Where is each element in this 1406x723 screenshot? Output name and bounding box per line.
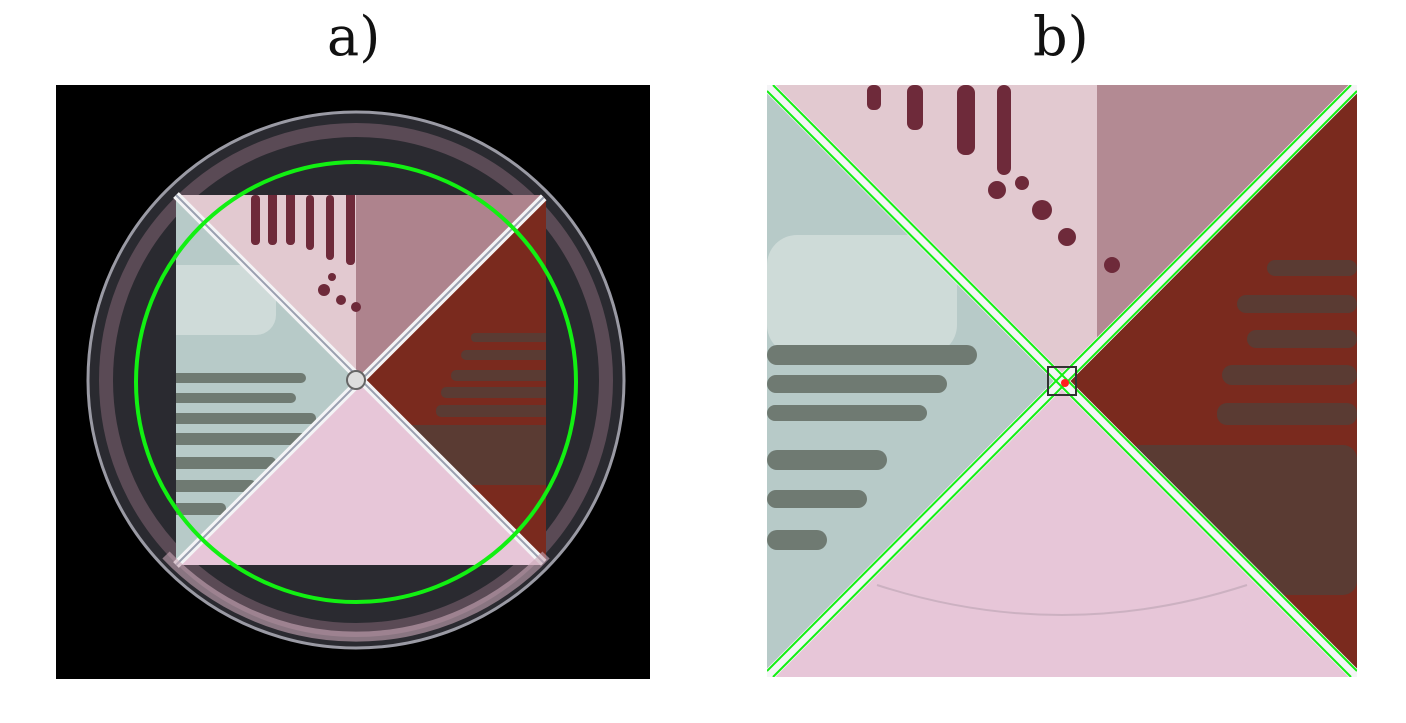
panel-a-petri-dish <box>56 85 650 679</box>
detected-line-2a <box>767 85 1352 672</box>
detected-center-point <box>1061 379 1069 387</box>
fitted-circle-overlay <box>134 160 578 604</box>
petri-dish-image <box>56 85 650 679</box>
dish-center-hub <box>346 370 366 390</box>
panel-b-zoomed-center <box>767 85 1357 677</box>
detected-line-1a <box>767 90 1352 677</box>
dish-inner-rim <box>99 123 613 637</box>
zoomed-dish-image <box>767 85 1357 677</box>
panel-b-label: b) <box>1033 5 1089 68</box>
dish-media <box>173 192 549 568</box>
detected-line-1b <box>772 85 1357 672</box>
panel-a-label: a) <box>327 5 381 68</box>
